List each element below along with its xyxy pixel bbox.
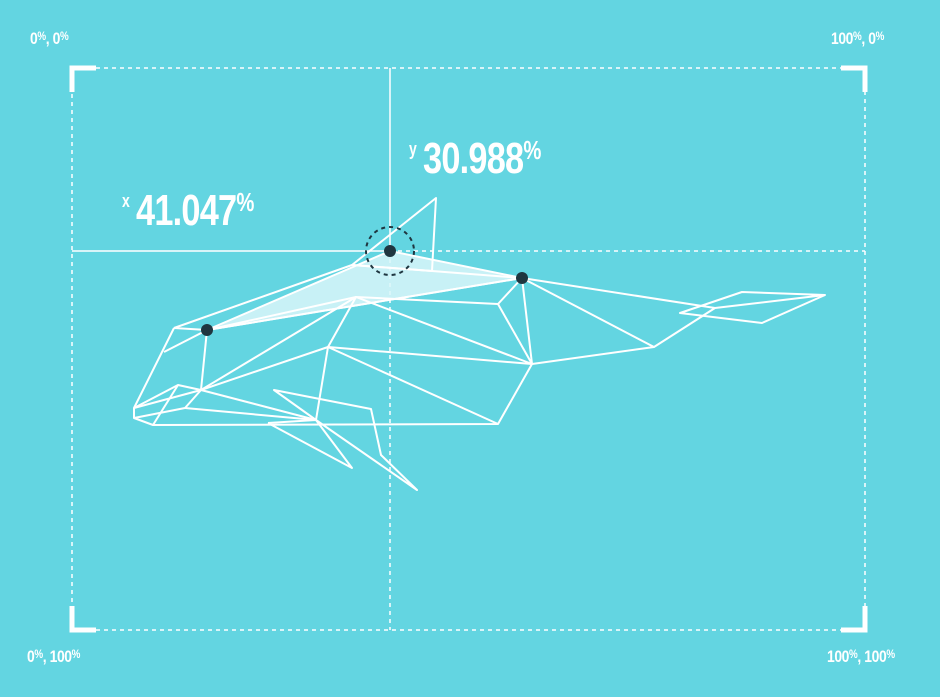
- facet-12: [497, 303, 533, 365]
- facet-13: [327, 346, 533, 365]
- y-coordinate-value: 30.988: [423, 134, 524, 183]
- facet-15: [521, 277, 655, 348]
- facet-14: [327, 346, 499, 425]
- facet-10: [206, 277, 523, 331]
- corner-label-separator: ,: [45, 29, 53, 48]
- selection-ring: [365, 226, 415, 276]
- whale-head-outline: [133, 307, 716, 426]
- corner-label-x: 100: [827, 647, 850, 666]
- polygonal-whale-icon: [133, 197, 826, 491]
- facet-4: [152, 384, 179, 426]
- x-coordinate-readout: x 41.047%: [122, 186, 254, 236]
- corner-label-x: 0: [30, 29, 38, 48]
- whale-facets: [133, 277, 655, 426]
- corner-label-unit: %: [853, 29, 862, 43]
- whale-pectoral-fin: [273, 389, 418, 491]
- facet-8: [200, 389, 317, 421]
- facet-16: [206, 277, 523, 331]
- corner-label-unit: %: [71, 647, 81, 661]
- y-coordinate-readout: y 30.988%: [409, 134, 541, 184]
- corner-label-bottom-right: 100%, 100%: [827, 647, 895, 667]
- facet-5: [133, 389, 202, 419]
- crosshair: [72, 68, 865, 630]
- corner-bracket-top-left: [69, 65, 96, 92]
- corner-label-separator: ,: [42, 647, 50, 666]
- corner-label-top-right: 100%, 0%: [831, 29, 884, 49]
- facet-1: [163, 327, 208, 353]
- corner-label-y: 0: [52, 29, 61, 48]
- corner-bracket-bottom-left: [69, 606, 96, 633]
- corner-label-unit: %: [875, 29, 885, 43]
- x-coordinate-value: 41.047: [136, 186, 237, 235]
- whale-pectoral-fin-lower: [267, 419, 353, 469]
- highlight-triangle: [206, 250, 523, 331]
- corner-bracket-bottom-right: [841, 606, 868, 633]
- corner-label-x: 0: [27, 647, 35, 666]
- reference-point-right[interactable]: [516, 272, 528, 284]
- corner-label-y: 100: [49, 647, 72, 666]
- y-axis-letter: y: [409, 139, 417, 159]
- whale-back-outline: [173, 264, 716, 329]
- corner-label-unit: %: [886, 647, 895, 661]
- reference-points: [201, 245, 528, 336]
- corner-label-bottom-left: 0%, 100%: [27, 647, 80, 667]
- x-axis-letter: x: [122, 191, 130, 211]
- whale-tail-line: [714, 294, 826, 309]
- corner-label-unit: %: [59, 29, 69, 43]
- corner-label-top-left: 0%, 0%: [30, 29, 69, 49]
- corner-label-separator: ,: [857, 647, 865, 666]
- reference-point-selected[interactable]: [384, 245, 396, 257]
- corner-label-unit: %: [37, 29, 46, 43]
- corner-label-unit: %: [849, 647, 858, 661]
- corner-bracket-top-right: [841, 65, 868, 92]
- reference-point-left[interactable]: [201, 324, 213, 336]
- frame-border: [71, 67, 866, 631]
- corner-label-x: 100: [831, 29, 854, 48]
- corner-label-unit: %: [34, 647, 43, 661]
- corner-label-y: 100: [864, 647, 887, 666]
- corner-brackets: [69, 65, 868, 633]
- x-coordinate-unit: %: [236, 187, 255, 217]
- corner-label-separator: ,: [861, 29, 869, 48]
- facet-6: [184, 407, 317, 421]
- y-coordinate-unit: %: [523, 135, 542, 165]
- facet-7: [200, 346, 329, 421]
- corner-label-y: 0: [868, 29, 876, 48]
